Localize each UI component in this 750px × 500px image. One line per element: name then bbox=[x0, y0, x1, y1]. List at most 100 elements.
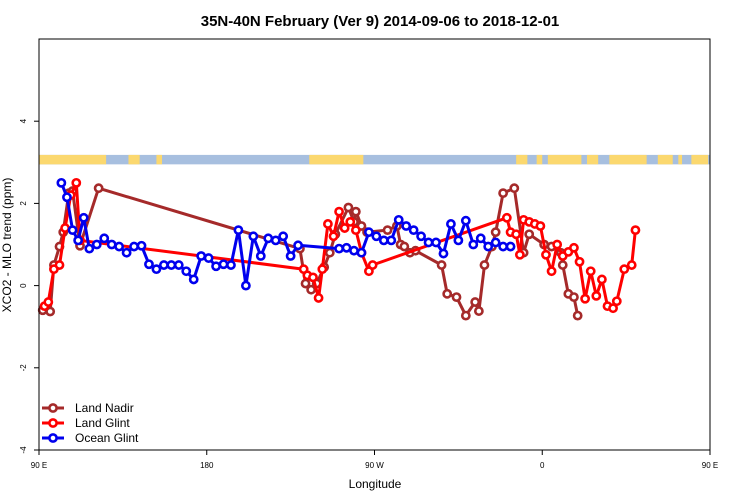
land-nadir-point bbox=[350, 206, 361, 217]
legend-swatch-marker bbox=[48, 418, 58, 428]
ocean-glint-point bbox=[349, 245, 359, 256]
land-ocean-strip bbox=[39, 154, 710, 165]
land-glint-point bbox=[574, 256, 585, 267]
land-glint-point bbox=[350, 225, 361, 236]
land-band bbox=[156, 154, 163, 165]
land-glint-point bbox=[546, 266, 557, 277]
land-band bbox=[128, 154, 140, 165]
ocean-band bbox=[39, 154, 710, 165]
legend-item-land-nadir: Land Nadir bbox=[42, 401, 134, 415]
ocean-glint-point bbox=[158, 260, 169, 270]
land-glint-point bbox=[552, 239, 563, 250]
series-land-nadir bbox=[37, 183, 583, 321]
ocean-glint-point bbox=[364, 227, 374, 238]
land-band bbox=[678, 154, 683, 165]
ocean-glint-point bbox=[188, 274, 199, 285]
ocean-glint-point bbox=[270, 235, 281, 246]
ocean-glint-point bbox=[166, 260, 177, 270]
ocean-glint-point bbox=[386, 235, 397, 246]
legend-swatch-marker bbox=[48, 403, 58, 413]
land-band bbox=[536, 154, 543, 165]
ocean-glint-point bbox=[416, 231, 426, 242]
land-band bbox=[516, 154, 528, 165]
ocean-glint-point bbox=[211, 261, 221, 272]
land-glint-point bbox=[345, 216, 356, 227]
ocean-glint-point bbox=[136, 240, 147, 251]
ocean-glint-point bbox=[56, 177, 67, 188]
chart-title: 35N-40N February (Ver 9) 2014-09-06 to 2… bbox=[201, 13, 560, 30]
x-tick-label: 90 E bbox=[702, 461, 718, 470]
land-glint-point bbox=[317, 264, 328, 275]
ocean-glint-point bbox=[255, 251, 266, 261]
series-land-glint bbox=[39, 177, 641, 314]
ocean-glint-point bbox=[490, 237, 501, 248]
ocean-glint-point bbox=[151, 264, 162, 275]
land-glint-point bbox=[323, 219, 333, 229]
ocean-glint-point bbox=[453, 235, 464, 246]
land-band bbox=[691, 154, 709, 165]
ocean-glint-point bbox=[91, 239, 102, 250]
ocean-glint-point bbox=[144, 259, 154, 270]
x-tick-label: 0 bbox=[540, 461, 545, 470]
ocean-glint-point bbox=[468, 239, 479, 250]
series-ocean-glint bbox=[56, 177, 516, 291]
y-tick-label: -4 bbox=[19, 446, 28, 454]
ocean-glint-point bbox=[483, 241, 494, 252]
ocean-glint-point bbox=[173, 260, 184, 270]
land-nadir-point bbox=[460, 310, 471, 321]
land-band bbox=[586, 154, 599, 165]
land-band bbox=[657, 154, 673, 165]
ocean-glint-point bbox=[121, 247, 132, 258]
land-glint-point bbox=[367, 260, 378, 270]
y-tick-label: 4 bbox=[19, 118, 28, 123]
ocean-glint-point bbox=[378, 235, 389, 246]
ocean-glint-point bbox=[293, 240, 303, 251]
land-glint-point bbox=[608, 303, 618, 314]
ocean-glint-point bbox=[218, 259, 229, 270]
land-glint-point bbox=[535, 221, 546, 231]
land-glint-point bbox=[626, 260, 637, 270]
land-nadir-point bbox=[569, 292, 579, 303]
y-axis-label: XCO2 - MLO trend (ppm) bbox=[0, 178, 14, 313]
land-nadir-point bbox=[300, 278, 311, 289]
land-band bbox=[309, 154, 364, 165]
ocean-glint-point bbox=[181, 266, 192, 277]
land-glint-point bbox=[585, 266, 596, 277]
ocean-glint-point bbox=[460, 215, 471, 226]
x-tick-label: 90 W bbox=[365, 461, 384, 470]
land-glint-point bbox=[569, 242, 579, 253]
land-band bbox=[39, 154, 107, 165]
land-nadir-point bbox=[572, 310, 583, 321]
land-glint-point bbox=[511, 229, 522, 240]
land-glint-point bbox=[630, 225, 641, 236]
land-nadir-point bbox=[557, 260, 568, 270]
land-nadir-point bbox=[399, 241, 410, 252]
series-layer bbox=[37, 177, 641, 321]
y-tick-label: 2 bbox=[19, 201, 28, 206]
land-nadir-point bbox=[479, 260, 490, 270]
land-nadir-point bbox=[490, 227, 501, 238]
land-glint-point bbox=[339, 223, 350, 233]
land-glint-point bbox=[591, 290, 602, 301]
land-glint-point bbox=[308, 272, 318, 283]
ocean-glint-point bbox=[196, 251, 207, 261]
land-nadir-point bbox=[470, 297, 481, 307]
land-glint-point bbox=[60, 223, 70, 233]
ocean-glint-point bbox=[438, 248, 449, 259]
ocean-glint-point bbox=[498, 241, 509, 252]
y-axis: -4 -2 0 2 4 bbox=[19, 118, 39, 454]
ocean-glint-point bbox=[371, 231, 382, 242]
ocean-glint-point bbox=[475, 233, 486, 244]
land-band bbox=[547, 154, 582, 165]
y-tick-label: 0 bbox=[19, 283, 28, 288]
land-glint-point bbox=[514, 249, 525, 260]
land-nadir-point bbox=[473, 306, 484, 316]
ocean-glint-point bbox=[114, 241, 125, 252]
land-glint-point bbox=[71, 177, 82, 188]
land-nadir-point bbox=[442, 288, 453, 299]
ocean-glint-point bbox=[78, 212, 89, 223]
ocean-glint-point bbox=[393, 214, 404, 225]
ocean-glint-point bbox=[240, 280, 251, 291]
